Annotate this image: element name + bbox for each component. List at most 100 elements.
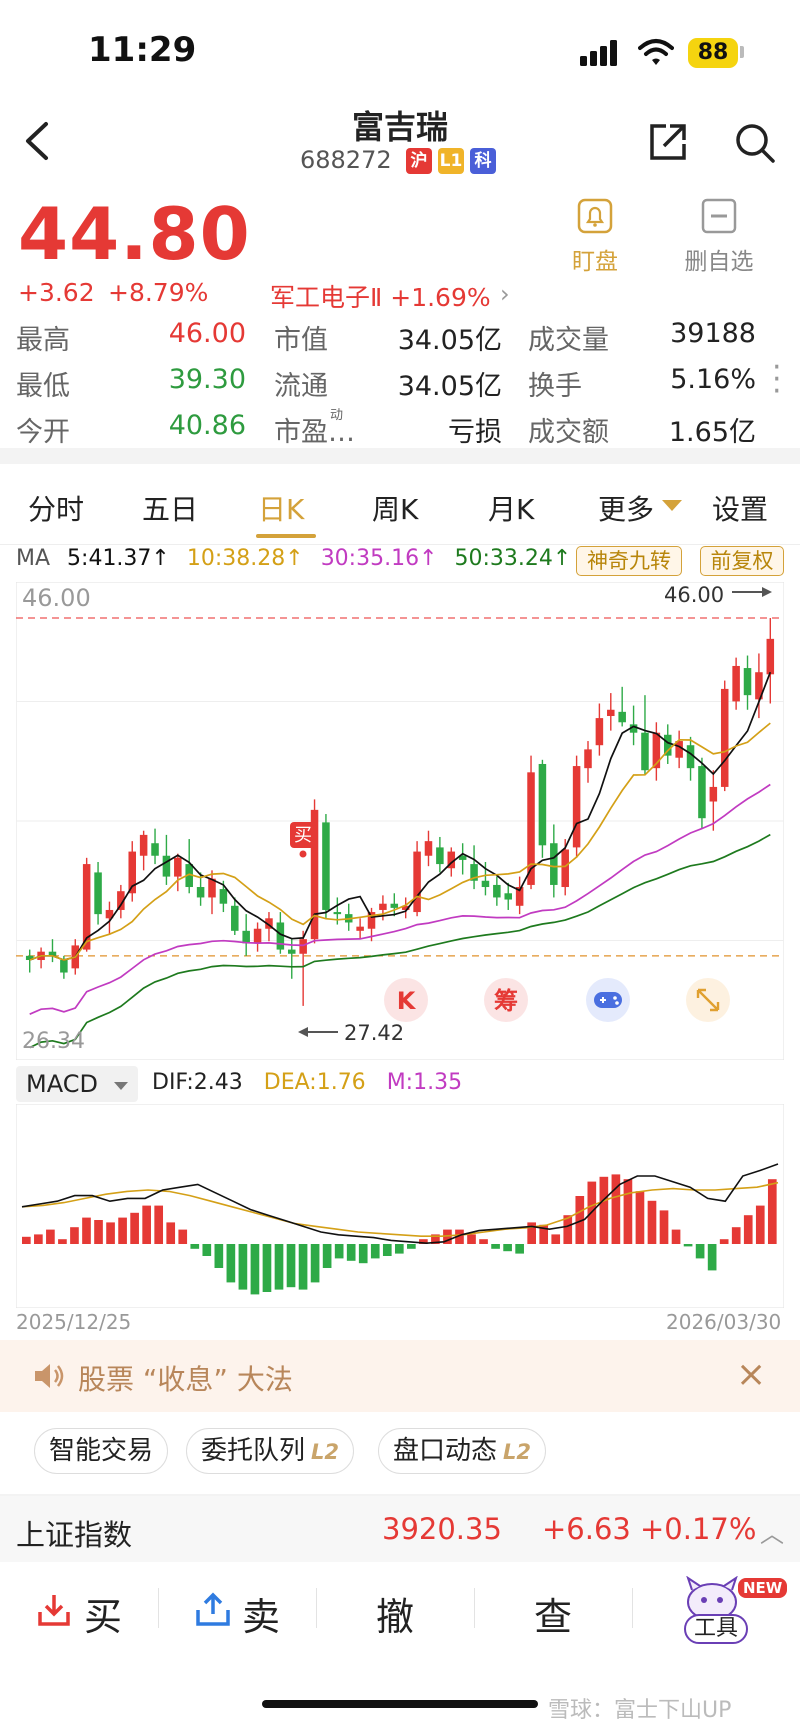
macd-bar — [455, 1229, 464, 1244]
ma50-line — [29, 833, 771, 1049]
cancel-order-button[interactable]: 撤 — [376, 1595, 415, 1639]
kline-candle — [572, 766, 581, 848]
kline-candle — [276, 922, 285, 950]
kline-candle — [356, 926, 364, 931]
kline-candle — [82, 864, 91, 950]
sell-button[interactable]: 卖 — [242, 1595, 281, 1639]
watermark: 雪球：富士下山UP — [548, 1698, 732, 1723]
tools-button[interactable]: 工具 — [684, 1614, 748, 1644]
l2-badge: L2 — [311, 1440, 340, 1464]
stat-label-amount: 成交额 — [528, 417, 609, 448]
back-arrow-icon[interactable] — [18, 118, 58, 164]
macd-bar — [370, 1244, 380, 1259]
float-k-button[interactable]: K — [384, 978, 428, 1022]
tab-monthly-k[interactable]: 月K — [488, 493, 535, 526]
macd-bar — [551, 1234, 561, 1244]
kline-candle — [231, 905, 239, 931]
caret-down-icon[interactable] — [114, 1082, 128, 1090]
chevron-up-icon[interactable]: ︿ — [760, 1520, 784, 1548]
macd-indicator-select[interactable]: MACD — [16, 1066, 138, 1102]
kline-candle — [25, 955, 34, 961]
nine-turn-button[interactable]: 神奇九转 — [576, 546, 682, 576]
kline-candle — [698, 766, 706, 819]
kline-candle — [401, 905, 410, 910]
macd-bar — [106, 1222, 115, 1244]
macd-bar — [358, 1244, 368, 1264]
sell-icon[interactable] — [194, 1590, 232, 1628]
kline-candle — [709, 786, 718, 802]
sector-link[interactable]: 军工电子Ⅱ +1.69% — [270, 283, 491, 312]
tab-five-day[interactable]: 五日 — [142, 493, 199, 526]
stat-value-amount: 1.65亿 — [668, 417, 756, 448]
status-time: 11:29 — [88, 30, 197, 70]
ma10-line — [29, 722, 771, 961]
macd-bar — [262, 1244, 272, 1292]
watch-button[interactable]: 盯盘 — [560, 198, 630, 276]
macd-bar — [515, 1244, 524, 1254]
macd-bar — [707, 1244, 717, 1271]
buy-icon[interactable] — [36, 1592, 72, 1628]
macd-values: DIF:2.43 DEA:1.76 M:1.35 — [152, 1070, 476, 1095]
macd-bar — [274, 1244, 284, 1290]
expand-icon[interactable] — [686, 978, 730, 1022]
cellular-signal-icon — [580, 40, 617, 66]
chip-order-book-dynamics[interactable]: 盘口动态 L2 — [378, 1428, 547, 1474]
tools-mascot-icon[interactable] — [674, 1576, 754, 1642]
kline-candle — [458, 855, 467, 860]
macd-bar — [178, 1229, 188, 1244]
macd-bar — [202, 1244, 212, 1256]
index-ticker-bar[interactable] — [0, 1496, 800, 1562]
index-name: 上证指数 — [16, 1518, 133, 1552]
watch-label: 盯盘 — [572, 249, 618, 275]
bottom-divider — [632, 1588, 633, 1628]
kline-candle — [162, 855, 171, 877]
chip-order-queue[interactable]: 委托队列 L2 — [186, 1428, 355, 1474]
macd-bar — [394, 1244, 404, 1254]
kline-candle — [413, 851, 421, 913]
tab-daily-k[interactable]: 日K — [258, 493, 305, 526]
kline-candle — [527, 772, 535, 885]
macd-dea-line — [21, 1181, 779, 1237]
chip-order-book-label: 盘口动态 — [393, 1436, 498, 1466]
macd-bar — [382, 1244, 392, 1256]
macd-bar — [527, 1222, 536, 1244]
tab-more[interactable]: 更多 — [598, 493, 655, 526]
macd-lines — [21, 1163, 779, 1245]
gamepad-icon[interactable] — [586, 978, 630, 1022]
macd-bar — [214, 1244, 224, 1268]
macd-bar — [238, 1244, 248, 1290]
kline-candle — [424, 841, 433, 856]
remove-watchlist-button[interactable]: 删自选 — [674, 198, 764, 276]
macd-bar — [743, 1215, 753, 1244]
caret-down-icon[interactable] — [662, 500, 682, 511]
remove-watchlist-label: 删自选 — [684, 249, 754, 275]
kline-candle — [128, 851, 137, 894]
chip-smart-trade[interactable]: 智能交易 — [34, 1428, 169, 1474]
query-button[interactable]: 查 — [534, 1595, 573, 1639]
close-icon[interactable]: × — [736, 1354, 767, 1395]
float-k-text: K — [397, 987, 417, 1015]
kline-chart[interactable]: 46.00 26.34 46.00 27.42 买 K 筹 — [16, 582, 784, 1060]
macd-chart[interactable] — [16, 1104, 784, 1308]
promo-banner-text[interactable]: 股票 “收息” 大法 — [78, 1363, 293, 1396]
tab-settings[interactable]: 设置 — [712, 493, 769, 526]
forward-adjust-button[interactable]: 前复权 — [700, 546, 784, 576]
tab-weekly-k[interactable]: 周K — [372, 493, 419, 526]
tab-intraday[interactable]: 分时 — [28, 493, 85, 526]
macd-dea: DEA:1.76 — [263, 1070, 366, 1095]
buy-button[interactable]: 买 — [84, 1595, 123, 1639]
promo-banner[interactable] — [0, 1340, 800, 1412]
stock-name: 富吉瑞 — [351, 108, 448, 146]
price-change: +3.62 — [18, 278, 95, 307]
kline-candle — [242, 930, 250, 944]
new-badge: NEW — [738, 1578, 788, 1598]
stat-value-volume: 39188 — [670, 318, 756, 349]
kline-candle — [174, 857, 182, 877]
macd-bar — [695, 1244, 705, 1259]
share-icon[interactable] — [648, 122, 688, 162]
more-options-icon[interactable]: · · · — [772, 350, 782, 409]
float-chip-button[interactable]: 筹 — [484, 978, 528, 1022]
battery-indicator: 88 — [688, 38, 738, 68]
chevron-right-icon[interactable]: › — [500, 280, 510, 308]
search-icon[interactable] — [734, 122, 776, 164]
